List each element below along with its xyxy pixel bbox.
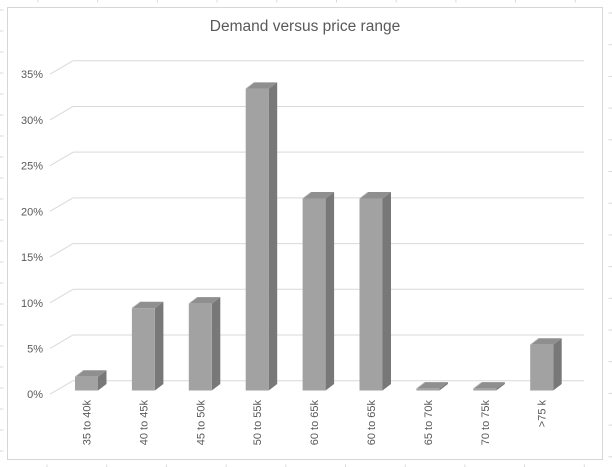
y-tick-label: 5% [27, 343, 43, 355]
bar-bevel-edge [131, 301, 141, 309]
bar-front-face[interactable] [359, 198, 383, 391]
gridline-kick [49, 288, 74, 304]
bar-bevel-edge [245, 81, 255, 90]
bar-front-face[interactable] [302, 198, 326, 391]
y-tick-label: 10% [21, 298, 43, 310]
x-category-label: 45 to 50k [195, 400, 207, 446]
y-tick-label: 35% [21, 69, 43, 81]
x-category-label: 70 to 75k [480, 400, 492, 446]
x-category-label: 35 to 40k [82, 400, 94, 446]
bar-9[interactable] [529, 337, 562, 391]
y-tick-label: 20% [21, 206, 43, 218]
bar-front-face[interactable] [75, 376, 98, 391]
y-axis-tick-labels: 0% 5% 10% 15% 20% 25% 30% 35% [21, 69, 43, 401]
bar-front-face[interactable] [530, 344, 554, 391]
bar-front-face[interactable] [188, 303, 212, 391]
bar-2[interactable] [131, 301, 164, 391]
bar-side-face[interactable] [98, 370, 107, 391]
bar-5[interactable] [302, 191, 335, 391]
x-axis-category-labels: 35 to 40k 40 to 45k 45 to 50k 50 to 55k 60 t… [82, 400, 549, 446]
bar-bevel-edge [188, 296, 198, 304]
bar-top-face[interactable] [131, 301, 164, 309]
bar-front-face[interactable] [473, 388, 497, 391]
bar-top-face[interactable] [302, 192, 335, 199]
bar-top-face[interactable] [530, 338, 562, 345]
bar-top-face[interactable] [245, 82, 278, 89]
bar-7[interactable] [416, 381, 448, 391]
x-category-label: 60 to 65k [309, 400, 321, 446]
bar-top-face[interactable] [75, 370, 107, 377]
chart-title[interactable]: Demand versus price range [210, 18, 400, 35]
gridline-kick [49, 106, 74, 121]
y-tick-label: 0% [27, 389, 43, 401]
bar-side-face[interactable] [325, 192, 335, 391]
y-tick-label: 30% [21, 115, 43, 127]
gridline-kick [49, 334, 74, 349]
bar-8[interactable] [473, 381, 505, 391]
y-tick-label: 15% [21, 252, 43, 264]
bar-side-face[interactable] [496, 382, 505, 391]
bar-3[interactable] [188, 296, 221, 391]
bar-side-face[interactable] [211, 297, 221, 391]
bar-front-face[interactable] [245, 88, 269, 391]
bar-top-face[interactable] [359, 192, 392, 199]
x-category-label: 60 to 65k [366, 400, 378, 446]
bar-6[interactable] [359, 191, 392, 391]
bar-bevel-edge [359, 191, 369, 199]
bar-top-face[interactable] [188, 297, 221, 304]
x-category-label: 50 to 55k [252, 400, 264, 446]
bar-bevel-edge [302, 191, 312, 199]
bar-bevel-edge [74, 369, 84, 378]
bar-top-face[interactable] [473, 382, 505, 389]
bar-series[interactable] [74, 81, 562, 391]
bar-side-face[interactable] [268, 82, 278, 391]
bar-side-face[interactable] [382, 192, 392, 391]
bar-top-face[interactable] [416, 382, 448, 389]
gridline-kick [49, 243, 74, 258]
bar-bevel-edge [473, 381, 483, 389]
bar-front-face[interactable] [416, 388, 440, 391]
y-tick-label: 25% [21, 161, 43, 173]
gridline-kick [49, 60, 74, 75]
bar-side-face[interactable] [553, 338, 562, 391]
x-category-label: >75 k [537, 400, 549, 428]
bar-1[interactable] [74, 369, 107, 391]
bar-4[interactable] [245, 81, 278, 391]
gridline-kick [49, 197, 74, 212]
x-category-label: 65 to 70k [423, 400, 435, 446]
bar-side-face[interactable] [439, 382, 448, 391]
x-category-label: 40 to 45k [138, 400, 150, 446]
bar-side-face[interactable] [154, 301, 164, 391]
gridline-kick [49, 380, 74, 395]
bar-bevel-edge [416, 381, 426, 389]
bar-front-face[interactable] [131, 308, 155, 391]
bar-bevel-edge [529, 337, 539, 346]
gridline-kick [49, 151, 74, 167]
